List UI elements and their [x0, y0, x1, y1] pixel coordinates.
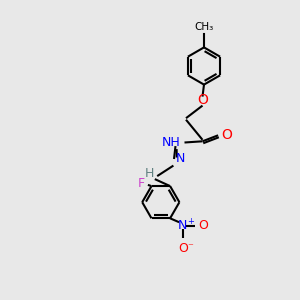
Text: O: O	[178, 242, 188, 255]
Text: O: O	[222, 128, 232, 142]
Text: CH₃: CH₃	[194, 22, 214, 32]
Text: ⁻: ⁻	[188, 242, 194, 252]
Text: O: O	[197, 93, 208, 107]
Text: F: F	[138, 177, 145, 190]
Text: N: N	[176, 152, 185, 165]
Text: N: N	[178, 219, 188, 232]
Text: H: H	[145, 167, 154, 180]
Text: O: O	[198, 219, 208, 232]
Text: +: +	[187, 217, 194, 226]
Text: NH: NH	[162, 136, 181, 149]
